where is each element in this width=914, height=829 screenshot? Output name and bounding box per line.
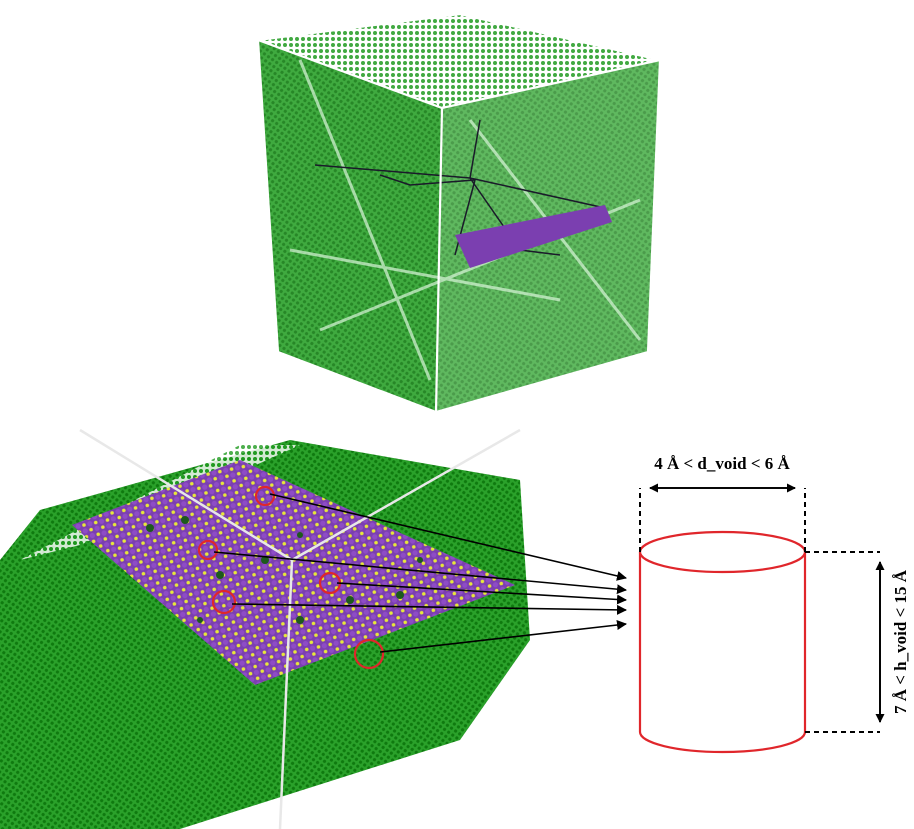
void-marker-4 (211, 589, 237, 615)
height-dimension: 7 Å < h_void < 15 Å (805, 551, 910, 733)
void-arrows (213, 493, 627, 653)
void-marker-1 (254, 485, 276, 507)
simulation-box-cube (256, 12, 662, 414)
arrow-2 (213, 551, 627, 595)
void-marker-5 (353, 638, 385, 670)
arrow-1 (269, 493, 627, 581)
substrate-defects (146, 516, 423, 624)
void-marker-2 (197, 539, 219, 561)
width-label: 4 Å < d_void < 6 Å (654, 454, 790, 473)
cube-left-face (258, 40, 442, 412)
arrow-3 (336, 582, 627, 605)
cylinder-bottom (638, 731, 807, 754)
cylinder-top (638, 530, 807, 574)
substrate-surface (72, 460, 515, 685)
width-dimension: 4 Å < d_void < 6 Å (639, 454, 806, 552)
embedded-substrate-slab (455, 205, 612, 268)
void-markers (197, 485, 385, 670)
arrow-4 (231, 603, 627, 615)
cube-edges (256, 12, 662, 414)
zoomed-slab-view (0, 428, 627, 829)
arrow-5 (379, 620, 627, 653)
height-label: 7 Å < h_void < 15 Å (891, 569, 910, 714)
void-cylinder-schematic: 4 Å < d_void < 6 Å 7 Å < h_void < 15 Å (638, 454, 910, 754)
